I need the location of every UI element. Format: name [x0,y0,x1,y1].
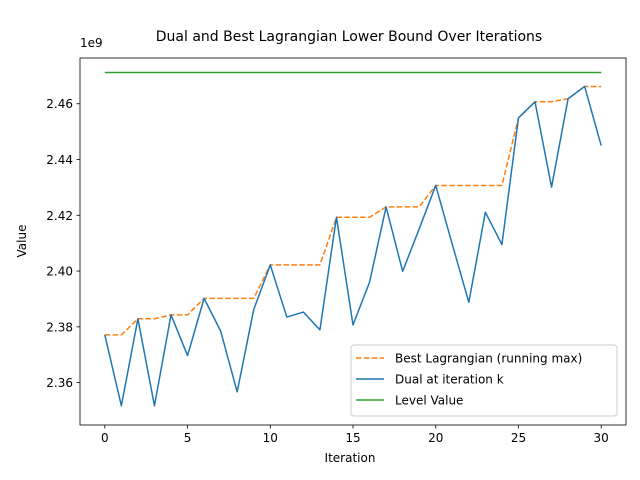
y-tick-label: 2.40 [46,265,73,279]
ticks-layer: 0 5 10 15 20 25 30 2.36 2.38 2.40 2.42 2.44 2.46 [46,97,609,445]
legend-label-2: Level Value [395,394,463,408]
y-tick-label: 2.36 [46,376,73,390]
y-tick-label: 2.46 [46,97,73,111]
plot-frame [79,57,627,426]
legend-label-0: Best Lagrangian (running max) [395,352,582,366]
x-tick-label: 30 [594,431,609,445]
legend-box [350,344,618,417]
series-layer [104,71,602,407]
legend: Best Lagrangian (running max) Dual at ite… [350,344,618,417]
x-tick-label: 10 [263,431,278,445]
x-tick-label: 0 [101,431,109,445]
y-axis-label: Value [15,225,29,258]
x-tick-label: 25 [511,431,526,445]
series-line-1 [104,85,602,407]
x-tick-label: 20 [428,431,443,445]
y-offset-text: 1e9 [80,36,103,50]
x-axis-label: Iteration [325,451,376,465]
legend-label-1: Dual at iteration k [395,373,504,387]
y-tick-label: 2.38 [46,320,73,334]
y-tick-label: 2.44 [46,153,73,167]
chart-title: Dual and Best Lagrangian Lower Bound Ove… [156,29,542,45]
x-tick-label: 15 [345,431,360,445]
y-tick-label: 2.42 [46,209,73,223]
x-tick-label: 5 [184,431,192,445]
